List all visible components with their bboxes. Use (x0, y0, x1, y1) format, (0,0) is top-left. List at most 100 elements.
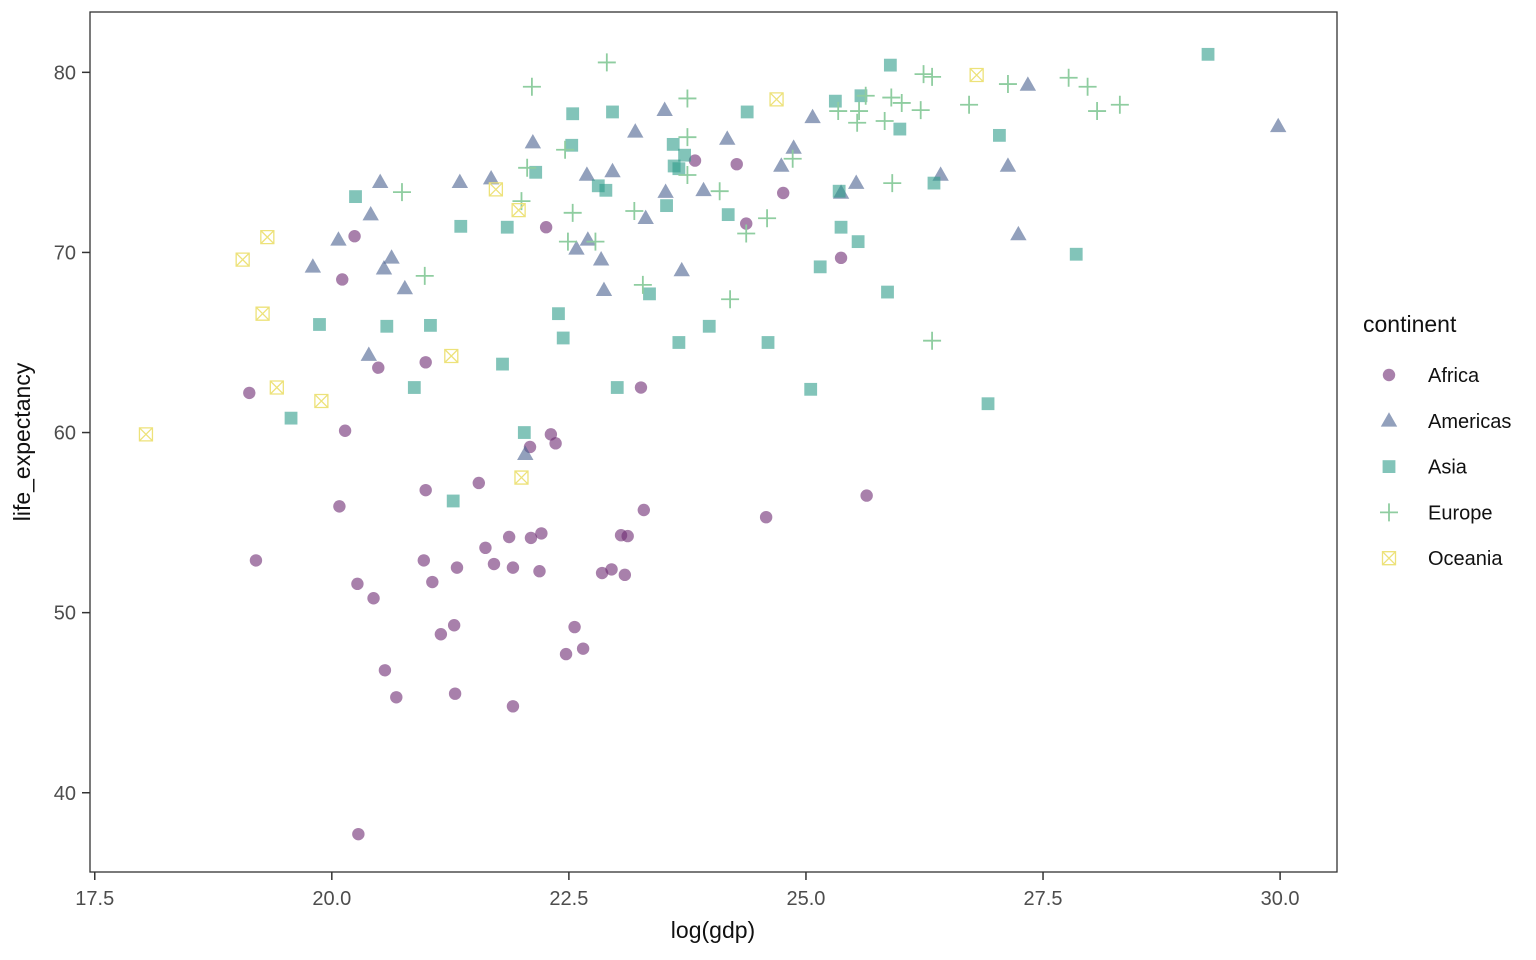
data-point (1110, 95, 1129, 114)
data-point (1201, 47, 1215, 61)
data-point (255, 306, 270, 321)
data-point (375, 260, 393, 275)
data-point (730, 157, 743, 171)
data-point (367, 592, 380, 605)
legend-entry-label: Asia (1428, 457, 1468, 479)
y-tick-label: 80 (54, 62, 76, 84)
data-point (882, 88, 901, 107)
data-point (832, 184, 846, 198)
data-point (740, 217, 753, 230)
data-point (875, 111, 894, 130)
data-point (688, 154, 702, 167)
data-point (434, 628, 448, 641)
y-tick-label: 70 (54, 242, 76, 264)
data-point (610, 381, 624, 394)
x-tick-label: 25.0 (786, 888, 825, 910)
data-point (829, 102, 848, 121)
data-point (568, 240, 585, 255)
data-point (678, 89, 697, 108)
plot-panel (89, 11, 1338, 873)
data-point (673, 261, 690, 277)
y-axis: 40 50 60 70 80 (54, 62, 90, 805)
data-point (586, 232, 605, 251)
data-point (563, 203, 582, 222)
legend-entry-africa: Africa (1382, 365, 1480, 387)
data-point (349, 190, 362, 204)
data-point (892, 93, 911, 112)
data-point (678, 165, 697, 184)
data-point (785, 139, 802, 154)
data-point (517, 445, 534, 460)
data-point (625, 202, 644, 221)
data-point (595, 281, 613, 297)
data-point (576, 642, 590, 655)
data-point (424, 318, 437, 332)
data-point (390, 691, 403, 704)
data-point (284, 411, 298, 425)
data-point (657, 183, 674, 198)
data-point (348, 230, 361, 243)
legend-entry-label: Europe (1428, 502, 1493, 524)
data-point (851, 235, 865, 249)
data-point (304, 258, 322, 273)
data-point (914, 65, 933, 84)
data-point (511, 202, 526, 218)
data-point (804, 108, 821, 124)
data-point (415, 266, 434, 285)
data-point (378, 664, 392, 677)
data-point (522, 77, 541, 96)
data-point (529, 165, 543, 179)
data-point (769, 92, 784, 107)
data-point (235, 252, 250, 267)
data-point (482, 169, 500, 185)
data-point (637, 209, 654, 225)
data-point (372, 361, 385, 374)
data-point (549, 437, 562, 450)
data-point (656, 101, 673, 116)
data-point (249, 554, 263, 567)
data-point (618, 568, 632, 582)
data-point (834, 220, 848, 234)
series-oceania (138, 67, 984, 485)
legend-entry-label: Americas (1428, 411, 1511, 433)
data-point (804, 382, 818, 396)
data-point (568, 620, 581, 634)
data-point (333, 500, 346, 513)
series-africa (243, 154, 873, 841)
data-point (426, 575, 439, 589)
data-point (893, 122, 907, 136)
data-point (506, 700, 520, 713)
data-point (1069, 247, 1083, 261)
data-point (558, 232, 577, 251)
legend-entries: Africa Americas Asia Europe Oceania (1380, 365, 1511, 570)
data-point (565, 138, 579, 152)
data-point (695, 181, 712, 197)
data-point (672, 336, 686, 349)
circle-legend-key-icon (1382, 368, 1396, 382)
data-point (666, 137, 680, 151)
data-point (606, 105, 619, 119)
legend: continent Africa Americas Asia Europe Oceani… (1363, 311, 1511, 570)
data-point (518, 158, 537, 177)
y-tick-label: 50 (54, 603, 76, 625)
data-point (1088, 102, 1107, 121)
data-point (524, 133, 542, 149)
data-point (660, 199, 673, 213)
data-point (710, 182, 729, 201)
data-point (330, 231, 347, 246)
data-point (758, 209, 777, 228)
y-axis-title: life_expectancy (9, 362, 35, 521)
data-points-layer (138, 47, 1287, 841)
data-point (1019, 76, 1037, 91)
data-point (371, 173, 389, 188)
data-point (860, 489, 873, 502)
data-point (721, 290, 740, 309)
data-point (269, 380, 284, 395)
data-point (927, 176, 941, 190)
data-point (578, 166, 596, 181)
data-point (524, 531, 538, 545)
data-point (637, 503, 651, 517)
data-point (848, 174, 865, 189)
data-point (604, 162, 621, 178)
